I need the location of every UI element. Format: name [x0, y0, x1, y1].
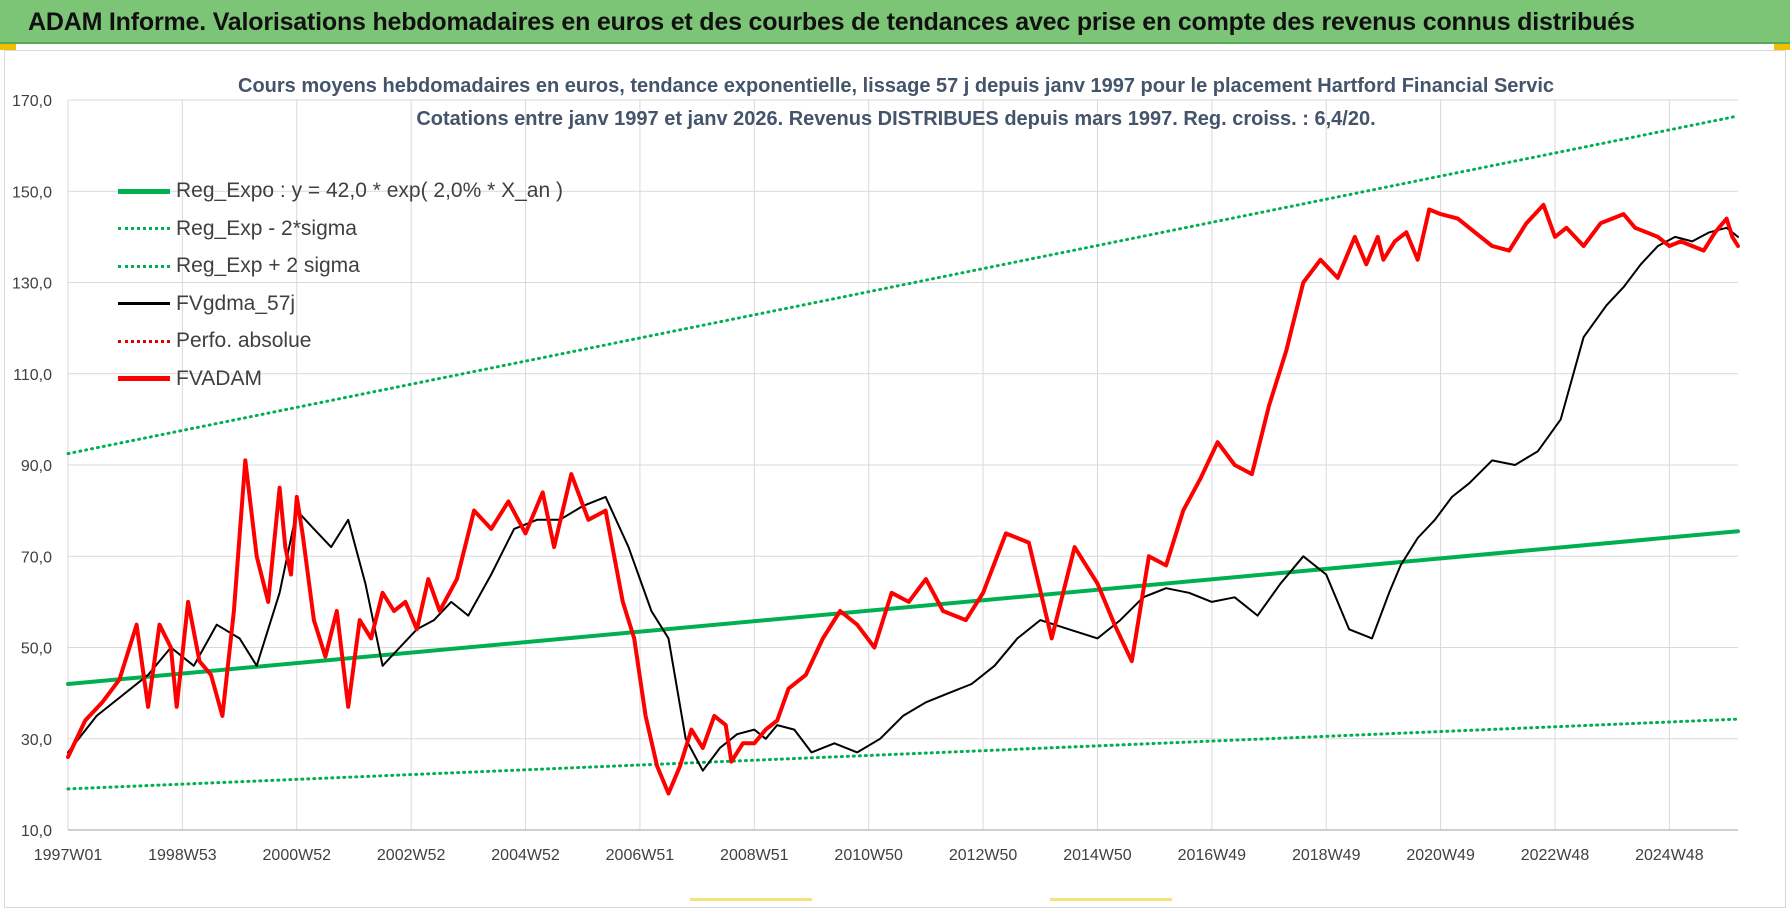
x-tick-label: 2010W50: [834, 847, 903, 864]
x-tick-label: 2004W52: [491, 847, 560, 864]
x-tick-label: 2020W49: [1406, 847, 1475, 864]
bottom-mark-1: [690, 898, 812, 901]
x-tick-label: 2000W52: [263, 847, 332, 864]
legend-swatch: [118, 302, 170, 305]
y-tick-label: 150,0: [12, 184, 52, 201]
legend-label: Reg_Exp - 2*sigma: [176, 216, 357, 240]
series-line: [66, 529, 1740, 686]
grid-layer: [67, 99, 1738, 831]
bottom-mark-2: [1050, 898, 1172, 901]
legend-item: Reg_Expo : y = 42,0 * exp( 2,0% * X_an ): [118, 176, 563, 206]
x-tick-label: 2016W49: [1178, 847, 1247, 864]
chart-title: Cours moyens hebdomadaires en euros, ten…: [238, 75, 1554, 97]
x-tick-label: 2018W49: [1292, 847, 1361, 864]
report-banner: ADAM Informe. Valorisations hebdomadaire…: [0, 0, 1790, 44]
x-tick-label: 2024W48: [1635, 847, 1704, 864]
legend-label: Perfo. absolue: [176, 329, 312, 352]
y-tick-label: 130,0: [12, 276, 52, 293]
y-tick-label: 30,0: [21, 732, 52, 749]
y-tick-label: 170,0: [12, 93, 52, 110]
legend-item: FVADAM: [118, 364, 262, 394]
x-tick-label: 2022W48: [1521, 847, 1590, 864]
series-line: [66, 717, 1740, 791]
legend-label: FVgdma_57j: [176, 291, 296, 315]
legend-label: Reg_Exp + 2 sigma: [176, 254, 360, 277]
x-tick-label: 1998W53: [148, 847, 217, 864]
axis-layer: 10,0 30,0 50,0 70,0 90,0 110,0 130,0 150,0 170,0…: [12, 93, 1738, 864]
chart-frame: [4, 50, 1786, 908]
y-tick-label: 110,0: [13, 367, 52, 384]
series-line: [66, 114, 1740, 456]
x-tick-label: 1997W01: [34, 847, 103, 864]
x-tick-label: 2012W50: [949, 847, 1018, 864]
legend-swatch: [118, 264, 170, 268]
x-tick-label: 2006W51: [606, 847, 675, 864]
y-tick-label: 10,0: [21, 823, 52, 840]
series-line: [66, 202, 1740, 796]
series-layer: [66, 114, 1740, 796]
corner-mark-left: [0, 44, 16, 50]
corner-mark-right: [1774, 44, 1790, 50]
x-tick-label: 2002W52: [377, 847, 446, 864]
y-tick-label: 50,0: [21, 641, 52, 658]
legend-item: FVgdma_57j: [118, 289, 295, 319]
y-tick-label: 90,0: [21, 458, 52, 475]
legend-label: FVADAM: [176, 366, 262, 390]
y-tick-label: 70,0: [21, 549, 52, 566]
series-line: [67, 226, 1739, 772]
chart-subtitle: Cotations entre janv 1997 et janv 2026. …: [416, 108, 1375, 130]
legend-item: Reg_Exp + 2 sigma: [118, 251, 360, 281]
x-tick-label: 2014W50: [1063, 847, 1132, 864]
legend-swatch: [118, 339, 170, 343]
legend-swatch: [118, 376, 170, 381]
legend-item: Perfo. absolue: [118, 326, 311, 356]
legend-label: Reg_Expo : y = 42,0 * exp( 2,0% * X_an ): [176, 179, 563, 202]
x-tick-label: 2008W51: [720, 847, 789, 864]
legend-swatch: [118, 188, 170, 194]
legend-item: Reg_Exp - 2*sigma: [118, 214, 357, 244]
report-title: ADAM Informe. Valorisations hebdomadaire…: [28, 8, 1635, 36]
legend-swatch: [118, 227, 170, 230]
